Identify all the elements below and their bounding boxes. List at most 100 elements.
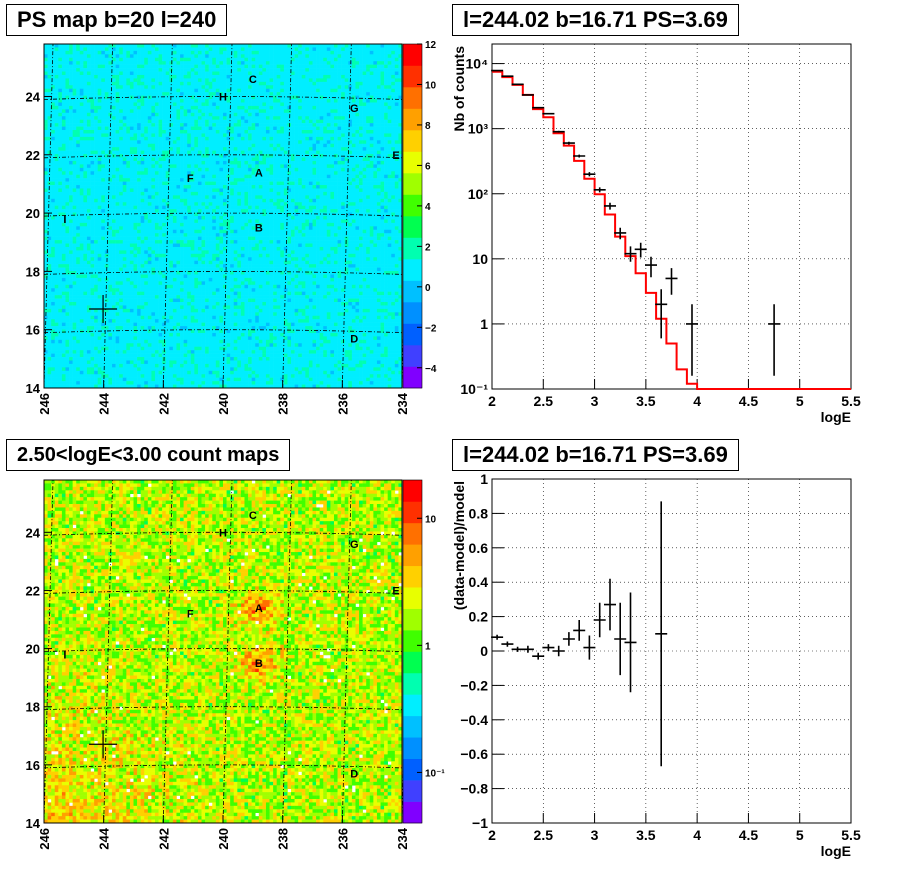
source-label-B: B xyxy=(255,658,263,670)
data-point xyxy=(665,268,678,295)
source-position-marker xyxy=(89,730,118,759)
residual-point xyxy=(542,644,555,651)
colorbar-step xyxy=(403,608,422,631)
colorbar-tick-label: 10 xyxy=(425,80,437,91)
source-label-C: C xyxy=(249,74,257,86)
spectrum-chart xyxy=(491,43,852,390)
residual-point xyxy=(562,632,575,646)
y-tick-label: −1 xyxy=(472,815,488,831)
source-label-E: E xyxy=(392,150,399,162)
colorbar-step xyxy=(403,173,422,195)
colorbar-step xyxy=(403,87,422,109)
y-tick-label: 10 xyxy=(472,251,488,267)
x-tick-label: 2 xyxy=(488,393,496,409)
colorbar-frame xyxy=(402,479,423,824)
x-axis-label: logE xyxy=(821,409,851,425)
x-tick-label: 246 xyxy=(37,828,52,850)
x-tick-label: 242 xyxy=(156,393,171,415)
data-point xyxy=(655,289,668,339)
x-tick-label: 5 xyxy=(796,393,804,409)
colorbar-step xyxy=(403,44,422,66)
x-tick-label: 2.5 xyxy=(534,393,554,409)
y-tick-label: −0.6 xyxy=(460,746,488,762)
colorbar-step xyxy=(403,565,422,588)
y-tick-label: 1 xyxy=(480,316,488,332)
grid-line-b xyxy=(43,96,403,100)
data-point xyxy=(573,154,586,158)
data-point xyxy=(491,69,504,72)
data-point xyxy=(562,141,575,145)
colorbar-step xyxy=(403,194,422,217)
x-tick-label: 240 xyxy=(216,393,231,415)
source-label-I: I xyxy=(63,214,66,226)
y-tick-label: 24 xyxy=(26,525,41,540)
data-point xyxy=(645,256,657,278)
colorbar-step xyxy=(403,366,422,389)
x-tick-label: 4 xyxy=(693,827,701,843)
colorbar-step xyxy=(403,216,422,238)
x-tick-label: 234 xyxy=(395,392,410,414)
source-label-A: A xyxy=(255,603,263,615)
spectrum-frame xyxy=(491,43,852,390)
source-label-F: F xyxy=(187,609,194,621)
y-tick-label: 10⁴ xyxy=(466,56,489,72)
source-label-G: G xyxy=(350,103,359,115)
source-position-marker xyxy=(89,294,118,323)
colorbar-step xyxy=(403,758,422,781)
colorbar-step xyxy=(403,65,422,88)
grid-line-l xyxy=(282,43,292,389)
source-label-D: D xyxy=(350,769,358,781)
y-tick-label: 18 xyxy=(26,700,40,715)
colorbar-tick-label: 12 xyxy=(425,40,437,51)
data-point xyxy=(686,304,698,376)
colorbar-step xyxy=(403,630,422,652)
data-point xyxy=(604,202,616,210)
colorbar-step xyxy=(403,108,422,131)
spectrum-grid xyxy=(491,44,852,390)
residual-point xyxy=(604,578,616,631)
x-tick-label: 240 xyxy=(216,828,231,850)
count-map-title: 2.50<logE<3.00 count maps xyxy=(6,439,291,471)
residual-point xyxy=(583,635,596,660)
grid-line-b xyxy=(43,212,403,217)
source-label-A: A xyxy=(255,167,263,179)
grid-line-b xyxy=(43,531,403,536)
residual-point xyxy=(655,501,668,767)
ps-map-title: PS map b=20 l=240 xyxy=(6,4,228,36)
x-tick-label: 238 xyxy=(276,393,291,415)
residual-point xyxy=(593,602,606,638)
x-tick-label: 246 xyxy=(37,393,52,415)
data-point xyxy=(542,112,555,115)
y-tick-label: 0.8 xyxy=(469,505,489,521)
ps_map-cells xyxy=(44,44,403,389)
y-tick-label: 10⁻¹ xyxy=(460,381,488,397)
data-point xyxy=(624,246,637,262)
data-point xyxy=(501,75,514,77)
grid-line-l xyxy=(103,43,113,389)
colorbar-tick-label: 8 xyxy=(425,121,431,132)
grid-line-b xyxy=(43,764,403,769)
colorbar-step xyxy=(403,672,422,695)
colorbar-tick-label: −2 xyxy=(425,323,437,334)
source-label-D: D xyxy=(350,333,358,345)
y-tick-label: 16 xyxy=(26,758,40,773)
ps_map-colorbar xyxy=(402,43,423,389)
source-label-I: I xyxy=(63,649,66,661)
data-point xyxy=(521,94,534,96)
colorbar-step xyxy=(403,151,422,174)
grid-line-b xyxy=(43,590,403,594)
y-tick-label: −0.8 xyxy=(460,781,488,797)
y-tick-label: 20 xyxy=(26,206,40,221)
x-tick-label: 3.5 xyxy=(636,827,656,843)
ps_map-map xyxy=(43,43,412,389)
y-tick-label: 24 xyxy=(26,89,41,104)
residual-point xyxy=(491,634,504,640)
y-tick-label: 14 xyxy=(26,816,41,831)
colorbar-step xyxy=(403,522,422,545)
y-tick-label: 20 xyxy=(26,642,40,657)
y-tick-label: 0.6 xyxy=(469,540,489,556)
colorbar-tick-label: 0 xyxy=(425,283,431,294)
colorbar-frame xyxy=(402,43,423,389)
x-tick-label: 4.5 xyxy=(739,393,759,409)
colorbar-tick-label: 10⁻¹ xyxy=(425,768,445,779)
